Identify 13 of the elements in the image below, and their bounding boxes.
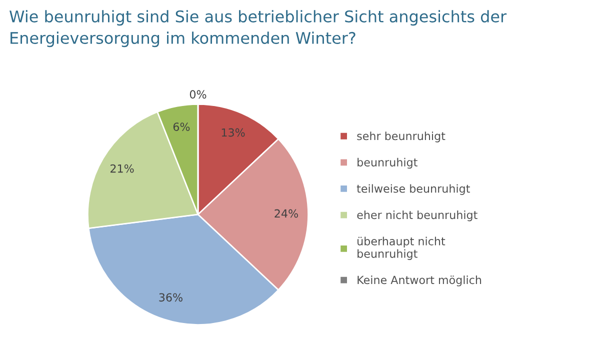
data-label: 36% xyxy=(159,293,182,302)
chart-title: Wie beunruhigt sind Sie aus betrieblicher Sicht angesichts der Energieversorgung im kommenden Winter? xyxy=(10,10,507,48)
text: 0% xyxy=(190,90,206,99)
data-label: 21% xyxy=(110,164,134,173)
legend-label: teilweise beunruhigt xyxy=(356,184,470,195)
legend-label: Keine Antwort möglich xyxy=(358,276,482,286)
data-label: 13% xyxy=(222,128,245,137)
data-label: 6% xyxy=(173,122,190,132)
legend-label: eher nicht beunruhigt xyxy=(357,210,478,222)
legend-label: überhaupt nicht beunruhigt xyxy=(358,236,446,260)
legend-label: beunruhigt xyxy=(358,158,418,169)
legend-label: sehr beunruhigt xyxy=(357,132,446,142)
data-label: 24% xyxy=(274,209,298,218)
